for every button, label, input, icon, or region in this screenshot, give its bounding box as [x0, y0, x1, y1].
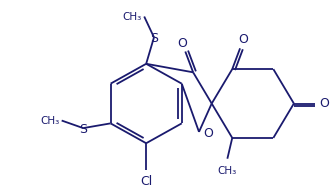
Text: CH₃: CH₃ [218, 166, 237, 176]
Text: O: O [319, 97, 329, 110]
Text: CH₃: CH₃ [41, 116, 60, 125]
Text: O: O [203, 127, 213, 140]
Text: O: O [177, 37, 187, 50]
Text: CH₃: CH₃ [122, 11, 141, 22]
Text: O: O [238, 33, 248, 46]
Text: S: S [79, 123, 87, 136]
Text: S: S [150, 32, 158, 45]
Text: Cl: Cl [140, 175, 152, 188]
